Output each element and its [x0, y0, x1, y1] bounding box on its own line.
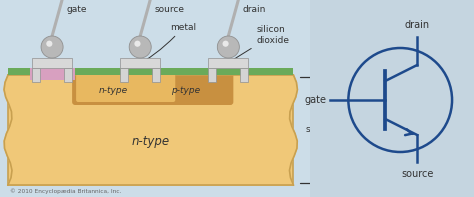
FancyBboxPatch shape: [72, 71, 233, 105]
Text: n-type: n-type: [132, 136, 170, 149]
Text: n-type: n-type: [99, 85, 128, 95]
FancyBboxPatch shape: [240, 68, 248, 82]
FancyBboxPatch shape: [152, 68, 160, 82]
FancyBboxPatch shape: [76, 74, 175, 102]
Text: metal: metal: [134, 22, 196, 67]
Circle shape: [46, 41, 53, 47]
Text: © 2010 Encyclopædia Britannica, Inc.: © 2010 Encyclopædia Britannica, Inc.: [10, 188, 121, 194]
Circle shape: [217, 36, 239, 58]
Circle shape: [134, 41, 141, 47]
Text: silicon
dioxide: silicon dioxide: [217, 25, 290, 70]
FancyBboxPatch shape: [32, 58, 72, 68]
FancyBboxPatch shape: [208, 58, 248, 68]
FancyBboxPatch shape: [64, 68, 72, 82]
Text: gate: gate: [304, 95, 327, 105]
FancyBboxPatch shape: [30, 68, 75, 80]
Circle shape: [222, 41, 228, 47]
Text: source: source: [154, 5, 184, 14]
FancyBboxPatch shape: [8, 68, 293, 75]
FancyBboxPatch shape: [120, 58, 160, 68]
FancyBboxPatch shape: [32, 68, 40, 82]
Text: silicon: silicon: [305, 125, 334, 135]
FancyBboxPatch shape: [8, 75, 293, 185]
Circle shape: [41, 36, 63, 58]
FancyBboxPatch shape: [208, 68, 216, 82]
Text: p-type: p-type: [171, 85, 200, 95]
Text: source: source: [401, 169, 433, 179]
Text: drain: drain: [405, 20, 430, 30]
FancyBboxPatch shape: [120, 68, 128, 82]
Circle shape: [129, 36, 151, 58]
Text: drain: drain: [242, 5, 266, 14]
Polygon shape: [4, 75, 297, 185]
Text: gate: gate: [66, 5, 87, 14]
